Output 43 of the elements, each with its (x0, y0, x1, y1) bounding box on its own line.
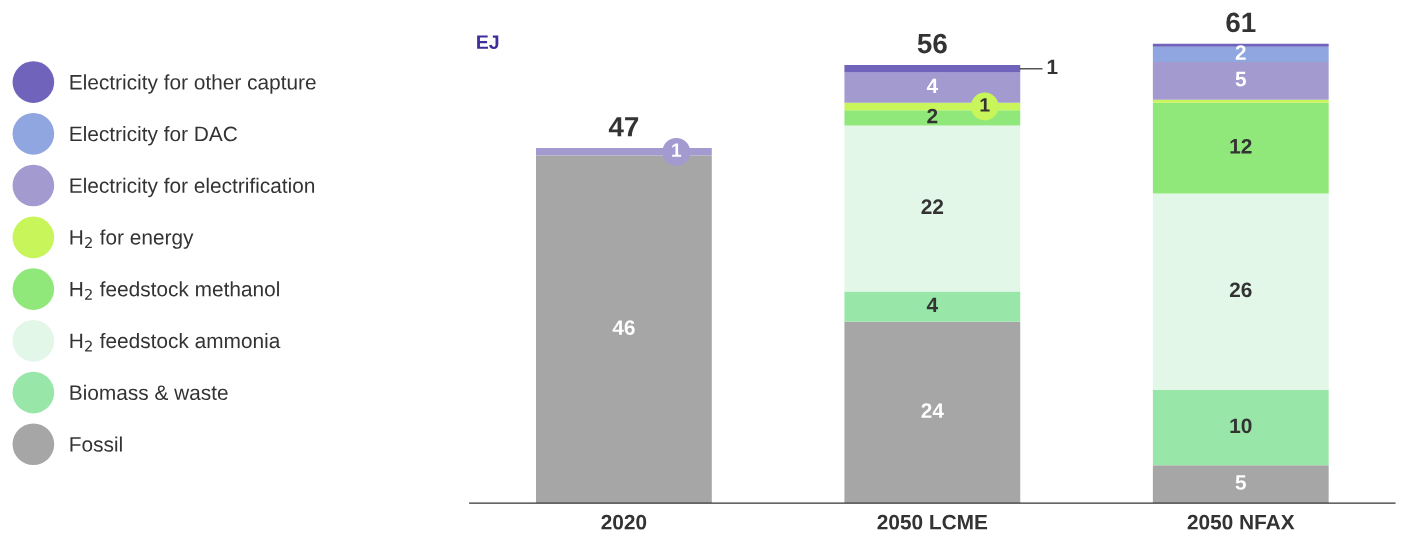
total-label: 47 (608, 117, 639, 137)
legend-label: Electricity for electrification (70, 177, 315, 198)
data-label: 26 (1229, 282, 1252, 298)
data-label: 4 (926, 297, 939, 313)
bar (844, 125, 1021, 292)
bar (844, 291, 1021, 322)
bar (1152, 193, 1329, 390)
legend-label: Fossil (70, 436, 122, 452)
legend-label: Biomass & waste (70, 384, 228, 401)
x-tick-label: 2020 (601, 514, 647, 530)
data-label: 22 (921, 199, 944, 214)
data-label: 12 (1230, 138, 1252, 154)
bar (1152, 46, 1329, 62)
data-label: 1 (672, 143, 682, 157)
data-label: 1 (980, 98, 990, 112)
bar (1152, 389, 1329, 466)
bar (844, 64, 1021, 73)
legend-label: H$_{2}$ for energy (70, 229, 194, 249)
data-label: 46 (612, 320, 635, 335)
data-label: 5 (1235, 71, 1246, 87)
bar (1152, 43, 1329, 47)
total-label: 56 (917, 33, 947, 54)
bar (844, 321, 1021, 504)
data-label: 2 (927, 108, 938, 124)
bar (1152, 61, 1329, 100)
y-axis-title: EJ (477, 35, 499, 50)
legend-label: Electricity for DAC (70, 126, 237, 146)
bar (1152, 99, 1329, 103)
data-label: 2 (1235, 45, 1246, 60)
data-label: 24 (921, 403, 944, 418)
x-tick-label: 2050 NFAX (1187, 514, 1295, 530)
data-label: 10 (1230, 418, 1252, 434)
total-label: 61 (1226, 12, 1256, 33)
data-label: 4 (926, 78, 939, 93)
legend-label: Electricity for other capture (70, 74, 316, 94)
x-tick-label: 2050 LCME (877, 514, 988, 530)
bar (1152, 465, 1329, 504)
bar (535, 155, 712, 504)
legend-label: H$_{2}$ feedstock methanol (70, 281, 279, 300)
legend-label: H$_{2}$ feedstock ammonia (70, 332, 281, 352)
data-label: 1 (1047, 59, 1058, 75)
data-label: 5 (1235, 475, 1246, 490)
bar (1152, 102, 1329, 194)
